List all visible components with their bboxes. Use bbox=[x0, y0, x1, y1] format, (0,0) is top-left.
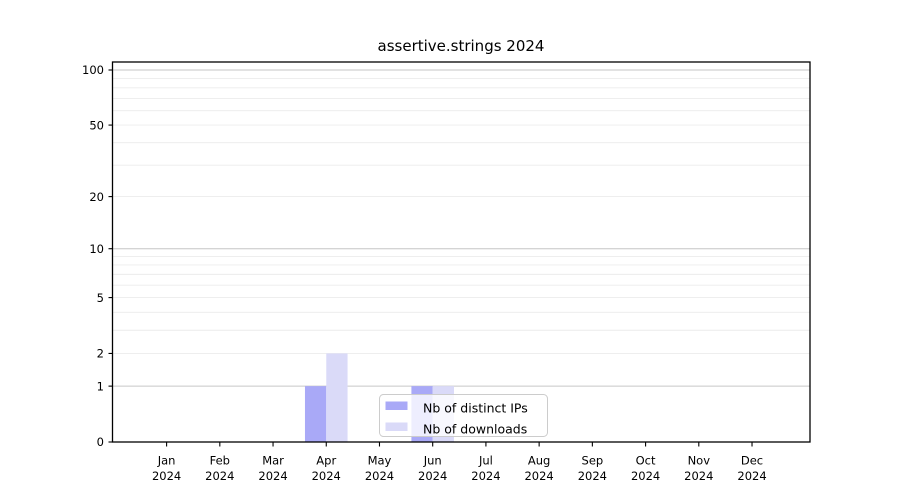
x-tick-label-jul: Jul 2024 bbox=[471, 454, 500, 484]
y-tick-label-10: 10 bbox=[89, 242, 104, 256]
y-tick-label-2: 2 bbox=[97, 347, 104, 361]
y-tick-label-1: 1 bbox=[97, 379, 104, 393]
legend-swatch-downloads bbox=[385, 422, 408, 431]
y-axis: 0 1 2 5 10 20 50 100 bbox=[82, 63, 113, 449]
y-tick-label-100: 100 bbox=[82, 63, 104, 77]
legend-swatch-distinct-ips bbox=[385, 401, 408, 410]
x-tick-label-oct: Oct 2024 bbox=[631, 454, 660, 484]
y-tick-label-20: 20 bbox=[89, 190, 104, 204]
y-tick-label-0: 0 bbox=[97, 435, 104, 449]
bar-apr-downloads bbox=[326, 353, 348, 442]
x-tick-label-dec: Dec 2024 bbox=[737, 454, 766, 484]
x-tick-label-feb: Feb 2024 bbox=[205, 454, 234, 484]
x-tick-label-jan: Jan 2024 bbox=[152, 454, 181, 484]
y-tick-label-5: 5 bbox=[97, 291, 104, 305]
x-axis: Jan 2024 Feb 2024 Mar 2024 Apr 2024 May 2024 Jun 20… bbox=[152, 442, 767, 483]
chart-title: assertive.strings 2024 bbox=[378, 37, 545, 55]
x-tick-label-aug: Aug 2024 bbox=[524, 454, 553, 484]
legend-label-distinct-ips: Nb of distinct IPs bbox=[423, 401, 528, 416]
x-tick-label-nov: Nov 2024 bbox=[684, 454, 713, 484]
x-tick-label-jun: Jun 2024 bbox=[418, 454, 447, 484]
legend-label-downloads: Nb of downloads bbox=[423, 422, 527, 437]
legend: Nb of distinct IPs Nb of downloads bbox=[379, 394, 548, 437]
x-tick-label-may: May 2024 bbox=[365, 454, 394, 484]
x-tick-label-apr: Apr 2024 bbox=[312, 454, 341, 484]
y-tick-label-50: 50 bbox=[89, 118, 104, 132]
gridlines bbox=[113, 69, 810, 387]
x-tick-label-mar: Mar 2024 bbox=[258, 454, 287, 484]
bar-apr-distinct-ips bbox=[304, 386, 327, 442]
x-tick-label-sep: Sep 2024 bbox=[578, 454, 607, 484]
legend-box bbox=[379, 394, 548, 437]
plot-border bbox=[111, 61, 811, 443]
